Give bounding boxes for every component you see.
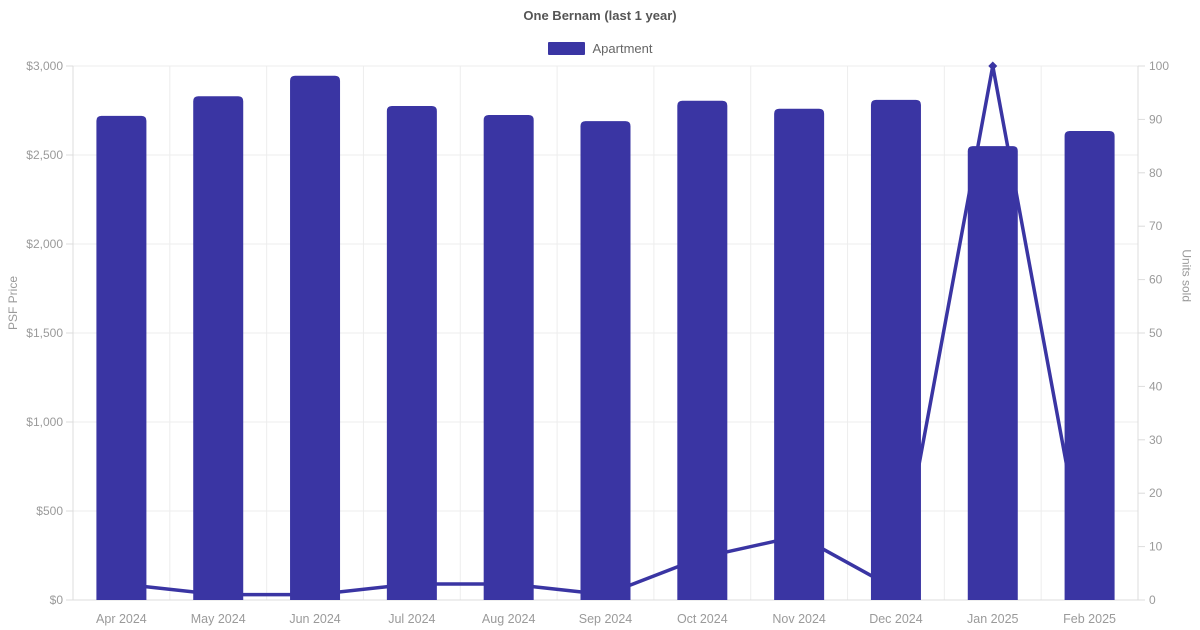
y-axis-right-tick-label: 0	[1149, 593, 1156, 607]
x-axis-tick-label: Sep 2024	[579, 612, 633, 626]
y-axis-right-tick-label: 30	[1149, 433, 1163, 447]
psf-bar-feb-2025[interactable]	[1064, 130, 1115, 600]
psf-bar-may-2024[interactable]	[193, 96, 244, 600]
x-axis-tick-label: Oct 2024	[677, 612, 728, 626]
chart-legend: Apartment	[0, 41, 1200, 56]
x-axis-tick-label: Nov 2024	[772, 612, 826, 626]
units-sold-point-jan-2025[interactable]	[988, 61, 998, 71]
psf-bar-oct-2024[interactable]	[677, 100, 728, 601]
y-axis-right-tick-label: 50	[1149, 326, 1163, 340]
psf-bar-jun-2024[interactable]	[290, 75, 341, 601]
x-axis-tick-label: Jan 2025	[967, 612, 1018, 626]
chart-title: One Bernam (last 1 year)	[523, 8, 677, 23]
y-axis-right-tick-label: 10	[1149, 540, 1163, 554]
y-axis-left-tick-label: $500	[36, 504, 63, 518]
y-axis-right-tick-label: 80	[1149, 166, 1163, 180]
x-axis-tick-label: Feb 2025	[1063, 612, 1116, 626]
x-axis-tick-label: May 2024	[191, 612, 246, 626]
legend-item-apartment[interactable]: Apartment	[547, 41, 653, 56]
legend-swatch	[547, 42, 585, 55]
psf-bar-dec-2024[interactable]	[870, 99, 921, 600]
psf-bar-aug-2024[interactable]	[483, 114, 534, 600]
y-axis-left-tick-label: $1,500	[26, 326, 63, 340]
y-axis-right-tick-label: 60	[1149, 273, 1163, 287]
y-axis-left-tick-label: $3,000	[26, 59, 63, 73]
legend-label: Apartment	[592, 41, 653, 56]
x-axis-tick-label: Jul 2024	[388, 612, 435, 626]
y-axis-left-tick-label: $1,000	[26, 415, 63, 429]
y-axis-left-tick-label: $0	[50, 593, 64, 607]
psf-bar-jul-2024[interactable]	[386, 106, 437, 601]
y-axis-right-tick-label: 20	[1149, 486, 1163, 500]
y-axis-left-title: PSF Price	[6, 275, 20, 330]
y-axis-right-title: Units sold	[1180, 249, 1194, 302]
y-axis-right-tick-label: 100	[1149, 59, 1169, 73]
y-axis-left-tick-label: $2,000	[26, 237, 63, 251]
x-axis-tick-label: Apr 2024	[96, 612, 147, 626]
psf-bar-apr-2024[interactable]	[96, 115, 147, 600]
psf-bar-sep-2024[interactable]	[580, 121, 631, 601]
x-axis-tick-label: Aug 2024	[482, 612, 536, 626]
psf-bar-jan-2025[interactable]	[967, 146, 1018, 600]
y-axis-left-tick-label: $2,500	[26, 148, 63, 162]
y-axis-right-tick-label: 90	[1149, 112, 1163, 126]
x-axis-tick-label: Jun 2024	[289, 612, 340, 626]
psf-bar-nov-2024[interactable]	[774, 108, 825, 600]
x-axis-tick-label: Dec 2024	[869, 612, 923, 626]
y-axis-right-tick-label: 40	[1149, 379, 1163, 393]
y-axis-right-tick-label: 70	[1149, 219, 1163, 233]
